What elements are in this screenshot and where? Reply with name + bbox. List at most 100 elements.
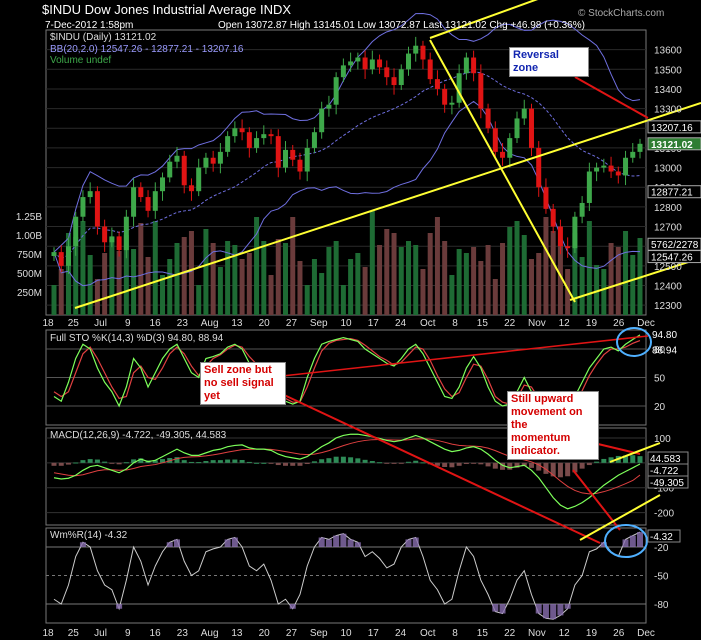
- macd-histogram-bar: [565, 462, 571, 477]
- volume-bar: [521, 235, 527, 315]
- x-tick-label-bottom: 22: [504, 628, 516, 639]
- volume-bar: [196, 285, 202, 315]
- macd-histogram-bar: [138, 458, 144, 463]
- wr-line: [53, 531, 641, 620]
- wr-oversold-fill: [564, 604, 571, 609]
- volume-tick-label: 750M: [17, 250, 42, 261]
- macd-histogram-bar: [116, 462, 122, 465]
- macd-tick-label: 100: [654, 434, 671, 445]
- downtrend-line: [429, 39, 576, 303]
- price-tick-label: 13000: [654, 164, 682, 175]
- x-tick-label-bottom: 20: [259, 628, 271, 639]
- x-tick-label: 19: [586, 318, 598, 329]
- volume-bar: [623, 231, 629, 315]
- candle-body: [630, 151, 636, 158]
- macd-histogram-bar: [478, 462, 484, 465]
- x-tick-label-bottom: Dec: [637, 628, 655, 639]
- price-tag-label: 12877.21: [651, 188, 693, 199]
- volume-bar: [348, 259, 354, 315]
- wr-oversold-fill: [550, 604, 557, 620]
- x-tick-label-bottom: 13: [231, 628, 243, 639]
- volume-bar: [73, 237, 79, 315]
- price-tick-label: 13500: [654, 65, 682, 76]
- candle-body: [174, 155, 180, 162]
- volume-bar: [102, 253, 108, 315]
- macd-histogram-bar: [463, 462, 469, 465]
- macd-histogram-bar: [507, 462, 513, 470]
- price-tick-label: 13300: [654, 105, 682, 116]
- candle-body: [355, 57, 361, 62]
- x-tick-label: 16: [150, 318, 162, 329]
- lower-support-line: [569, 257, 701, 301]
- candle-body: [601, 165, 607, 168]
- x-tick-label: 22: [504, 318, 516, 329]
- candle-body: [514, 118, 520, 139]
- macd-histogram-bar: [550, 462, 556, 477]
- volume-bar: [225, 241, 231, 315]
- price-tick-label: 12300: [654, 301, 682, 312]
- candle-body: [196, 167, 202, 192]
- volume-bar: [65, 233, 71, 315]
- candle-body: [254, 138, 260, 148]
- volume-bar: [550, 231, 556, 315]
- candle-body: [297, 159, 303, 172]
- candle-body: [485, 108, 491, 129]
- macd-histogram-bar: [311, 461, 317, 463]
- x-tick-label: Aug: [201, 318, 219, 329]
- candle-body: [637, 143, 643, 152]
- bb-lower-band: [53, 100, 641, 287]
- volume-bar: [565, 269, 571, 315]
- candle-body: [420, 45, 426, 60]
- x-tick-label-bottom: 18: [42, 628, 54, 639]
- volume-bar: [369, 211, 375, 315]
- volume-bar: [51, 285, 57, 315]
- x-tick-label: 15: [477, 318, 489, 329]
- wr-overbought-fill: [231, 537, 238, 547]
- macd-value-tag: -49.305: [650, 478, 684, 489]
- x-tick-label: 23: [177, 318, 189, 329]
- candle-body: [65, 246, 71, 266]
- volume-bar: [58, 269, 64, 315]
- x-tick-label-bottom: Jul: [94, 628, 107, 639]
- x-tick-label: Oct: [420, 318, 436, 329]
- volume-bar: [434, 217, 440, 315]
- candle-body: [536, 147, 542, 188]
- wr-overbought-fill: [354, 542, 361, 547]
- candle-body: [369, 59, 375, 70]
- macd-histogram-bar: [225, 459, 231, 463]
- price-tag-box: [647, 237, 701, 251]
- price-tag-label: 5762/2278: [651, 240, 699, 251]
- candle-body: [123, 216, 129, 251]
- candle-body: [463, 57, 469, 74]
- x-tick-label-bottom: 19: [586, 628, 598, 639]
- x-tick-label: 12: [559, 318, 571, 329]
- macd-histogram-bar: [217, 460, 223, 463]
- price-tag-label: 13121.02: [651, 140, 693, 151]
- macd-readout: MACD(12,26,9) -4.722, -49.305, 44.583: [50, 430, 227, 441]
- volume-bar: [507, 227, 513, 315]
- macd-histogram-bar: [369, 461, 375, 463]
- volume-bar: [254, 217, 260, 315]
- macd-tick-label: -200: [654, 509, 674, 520]
- volume-bar: [80, 221, 86, 315]
- macd-histogram-bar: [203, 461, 209, 463]
- wr-overbought-fill: [412, 537, 419, 547]
- candle-body: [73, 216, 79, 247]
- still-upward-note: Still upward movement on the momentum in…: [507, 391, 599, 460]
- bollinger-bands: [53, 13, 641, 287]
- candle-body: [283, 149, 289, 168]
- legend-volume: Volume undef: [50, 55, 112, 66]
- x-tick-label-bottom: 24: [395, 628, 407, 639]
- wr-overbought-fill: [405, 539, 412, 547]
- volume-bar: [181, 237, 187, 315]
- sto-highlight-circle: [616, 327, 652, 357]
- macd-histogram-bar: [536, 462, 542, 471]
- volume-tick-label: 250M: [17, 288, 42, 299]
- macd-histogram-bar: [160, 459, 166, 463]
- macd-histogram-bar: [456, 462, 462, 466]
- sell-zone-note: Sell zone but no sell signal yet: [200, 362, 286, 405]
- x-tick-label-bottom: 9: [125, 628, 131, 639]
- volume-bar: [217, 267, 223, 315]
- trend-lines: [74, 0, 701, 558]
